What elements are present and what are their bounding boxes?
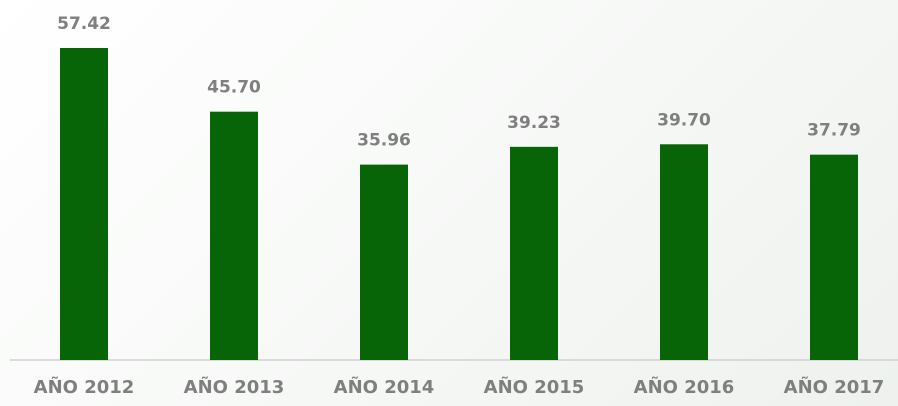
value-label: 35.96 — [357, 131, 411, 151]
x-tick-label: AÑO 2014 — [334, 375, 435, 398]
value-label: 39.70 — [657, 110, 711, 130]
value-label: 37.79 — [807, 121, 861, 141]
x-tick-label: AÑO 2015 — [484, 375, 585, 398]
bar — [660, 144, 708, 360]
x-tick-label: AÑO 2012 — [34, 375, 135, 398]
bar — [60, 48, 108, 360]
bar — [510, 146, 558, 360]
x-tick-label: AÑO 2017 — [784, 375, 885, 398]
bar — [210, 111, 258, 360]
value-label: 57.42 — [57, 14, 111, 34]
value-label: 39.23 — [507, 113, 561, 133]
x-tick-label: AÑO 2013 — [184, 375, 285, 398]
value-label: 45.70 — [207, 78, 261, 98]
x-tick-label: AÑO 2016 — [634, 375, 735, 398]
bar — [360, 164, 408, 360]
bar — [810, 154, 858, 360]
